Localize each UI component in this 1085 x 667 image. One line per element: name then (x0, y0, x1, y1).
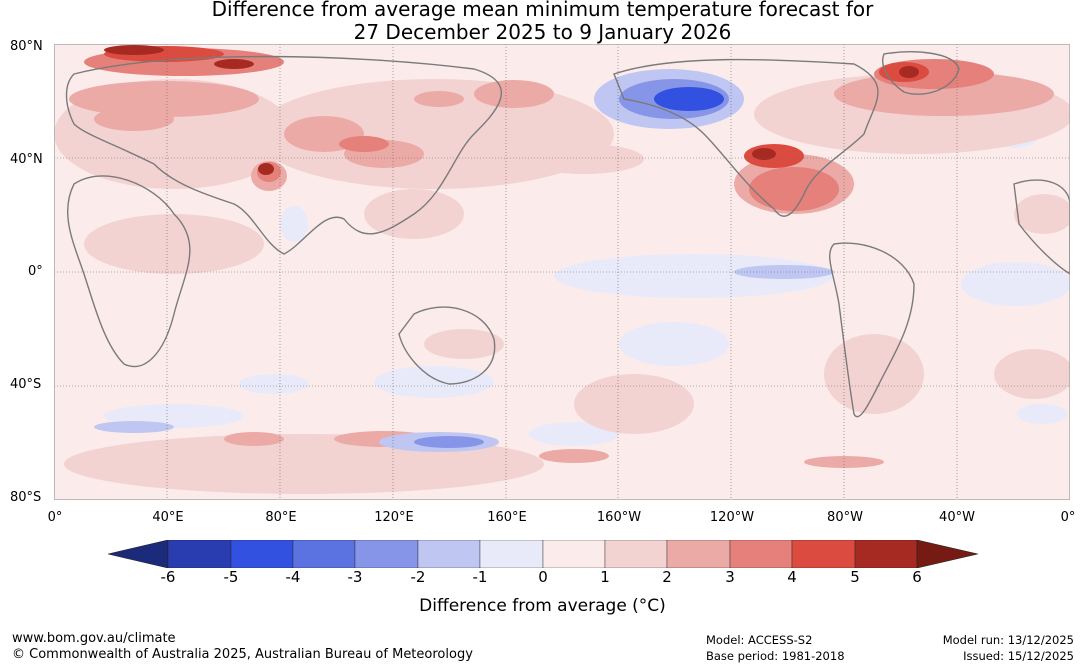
colorbar-segment-2 (230, 540, 294, 568)
colorbar-label: Difference from average (°C) (419, 596, 666, 616)
coastlines (65, 51, 1070, 418)
colorbar-tick: -3 (347, 568, 363, 586)
lon-label-0-right: 0° (1060, 510, 1076, 525)
colorbar-segment-5 (417, 540, 481, 568)
lon-label-0-left: 0° (47, 510, 63, 525)
colorbar-segment-12 (854, 540, 918, 568)
map-canvas (54, 44, 1070, 500)
colorbar-tick: 3 (725, 568, 735, 586)
colorbar-segment-10 (729, 540, 793, 568)
lon-label-40w: 40°W (939, 510, 975, 525)
colorbar-tick: -5 (223, 568, 239, 586)
lon-label-120w: 120°W (709, 510, 755, 525)
anomaly-fill-warm-light (54, 74, 1070, 494)
colorbar-segment-11 (791, 540, 856, 568)
colorbar-tick: 1 (600, 568, 610, 586)
model-run-date: Model run: 13/12/2025 (942, 633, 1074, 647)
colorbar-tick: -6 (160, 568, 176, 586)
colorbar-extend-low (108, 540, 169, 568)
lon-label-40e: 40°E (152, 510, 184, 525)
issued-date: Issued: 15/12/2025 (963, 649, 1074, 663)
colorbar (108, 540, 978, 568)
lat-label-40s: 40°S (10, 377, 42, 392)
lat-label-equator: 0° (28, 264, 43, 279)
colorbar-tick: -1 (472, 568, 488, 586)
colorbar-segment-4 (354, 540, 419, 568)
anomaly-fill-cool-very-strong (654, 87, 724, 111)
colorbar-extend-high (916, 540, 978, 568)
colorbar-tick: -4 (285, 568, 301, 586)
colorbar-segment-7 (542, 540, 606, 568)
copyright-text: © Commonwealth of Australia 2025, Austra… (12, 647, 473, 662)
base-period: Base period: 1981-2018 (706, 649, 845, 663)
colorbar-tick: 0 (538, 568, 548, 586)
title-line-2: 27 December 2025 to 9 January 2026 (353, 20, 732, 44)
colorbar-segment-3 (292, 540, 356, 568)
title-line-1: Difference from average mean minimum tem… (211, 0, 874, 21)
colorbar-tick: 4 (787, 568, 797, 586)
lon-label-80w: 80°W (827, 510, 863, 525)
colorbar-tick: 5 (850, 568, 860, 586)
colorbar-segment-9 (666, 540, 731, 568)
colorbar-tick: 6 (912, 568, 922, 586)
graticule (54, 44, 1070, 500)
lat-label-80n: 80°N (10, 39, 43, 54)
lon-label-80e: 80°E (265, 510, 297, 525)
colorbar-segment-1 (167, 540, 232, 568)
anomaly-fill-warm-extreme (104, 45, 919, 175)
lat-label-80s: 80°S (10, 490, 42, 505)
lat-label-40n: 40°N (10, 152, 43, 167)
colorbar-segment-6 (479, 540, 544, 568)
colorbar-tick: 2 (662, 568, 672, 586)
temperature-anomaly-map[interactable] (54, 44, 1070, 500)
website-link[interactable]: www.bom.gov.au/climate (12, 631, 176, 646)
lon-label-160w: 160°W (596, 510, 642, 525)
lon-label-160e: 160°E (487, 510, 527, 525)
model-name: Model: ACCESS-S2 (706, 633, 813, 647)
map-title: Difference from average mean minimum tem… (0, 0, 1085, 44)
lon-label-120e: 120°E (374, 510, 414, 525)
colorbar-tick: -2 (410, 568, 426, 586)
colorbar-segment-8 (604, 540, 668, 568)
